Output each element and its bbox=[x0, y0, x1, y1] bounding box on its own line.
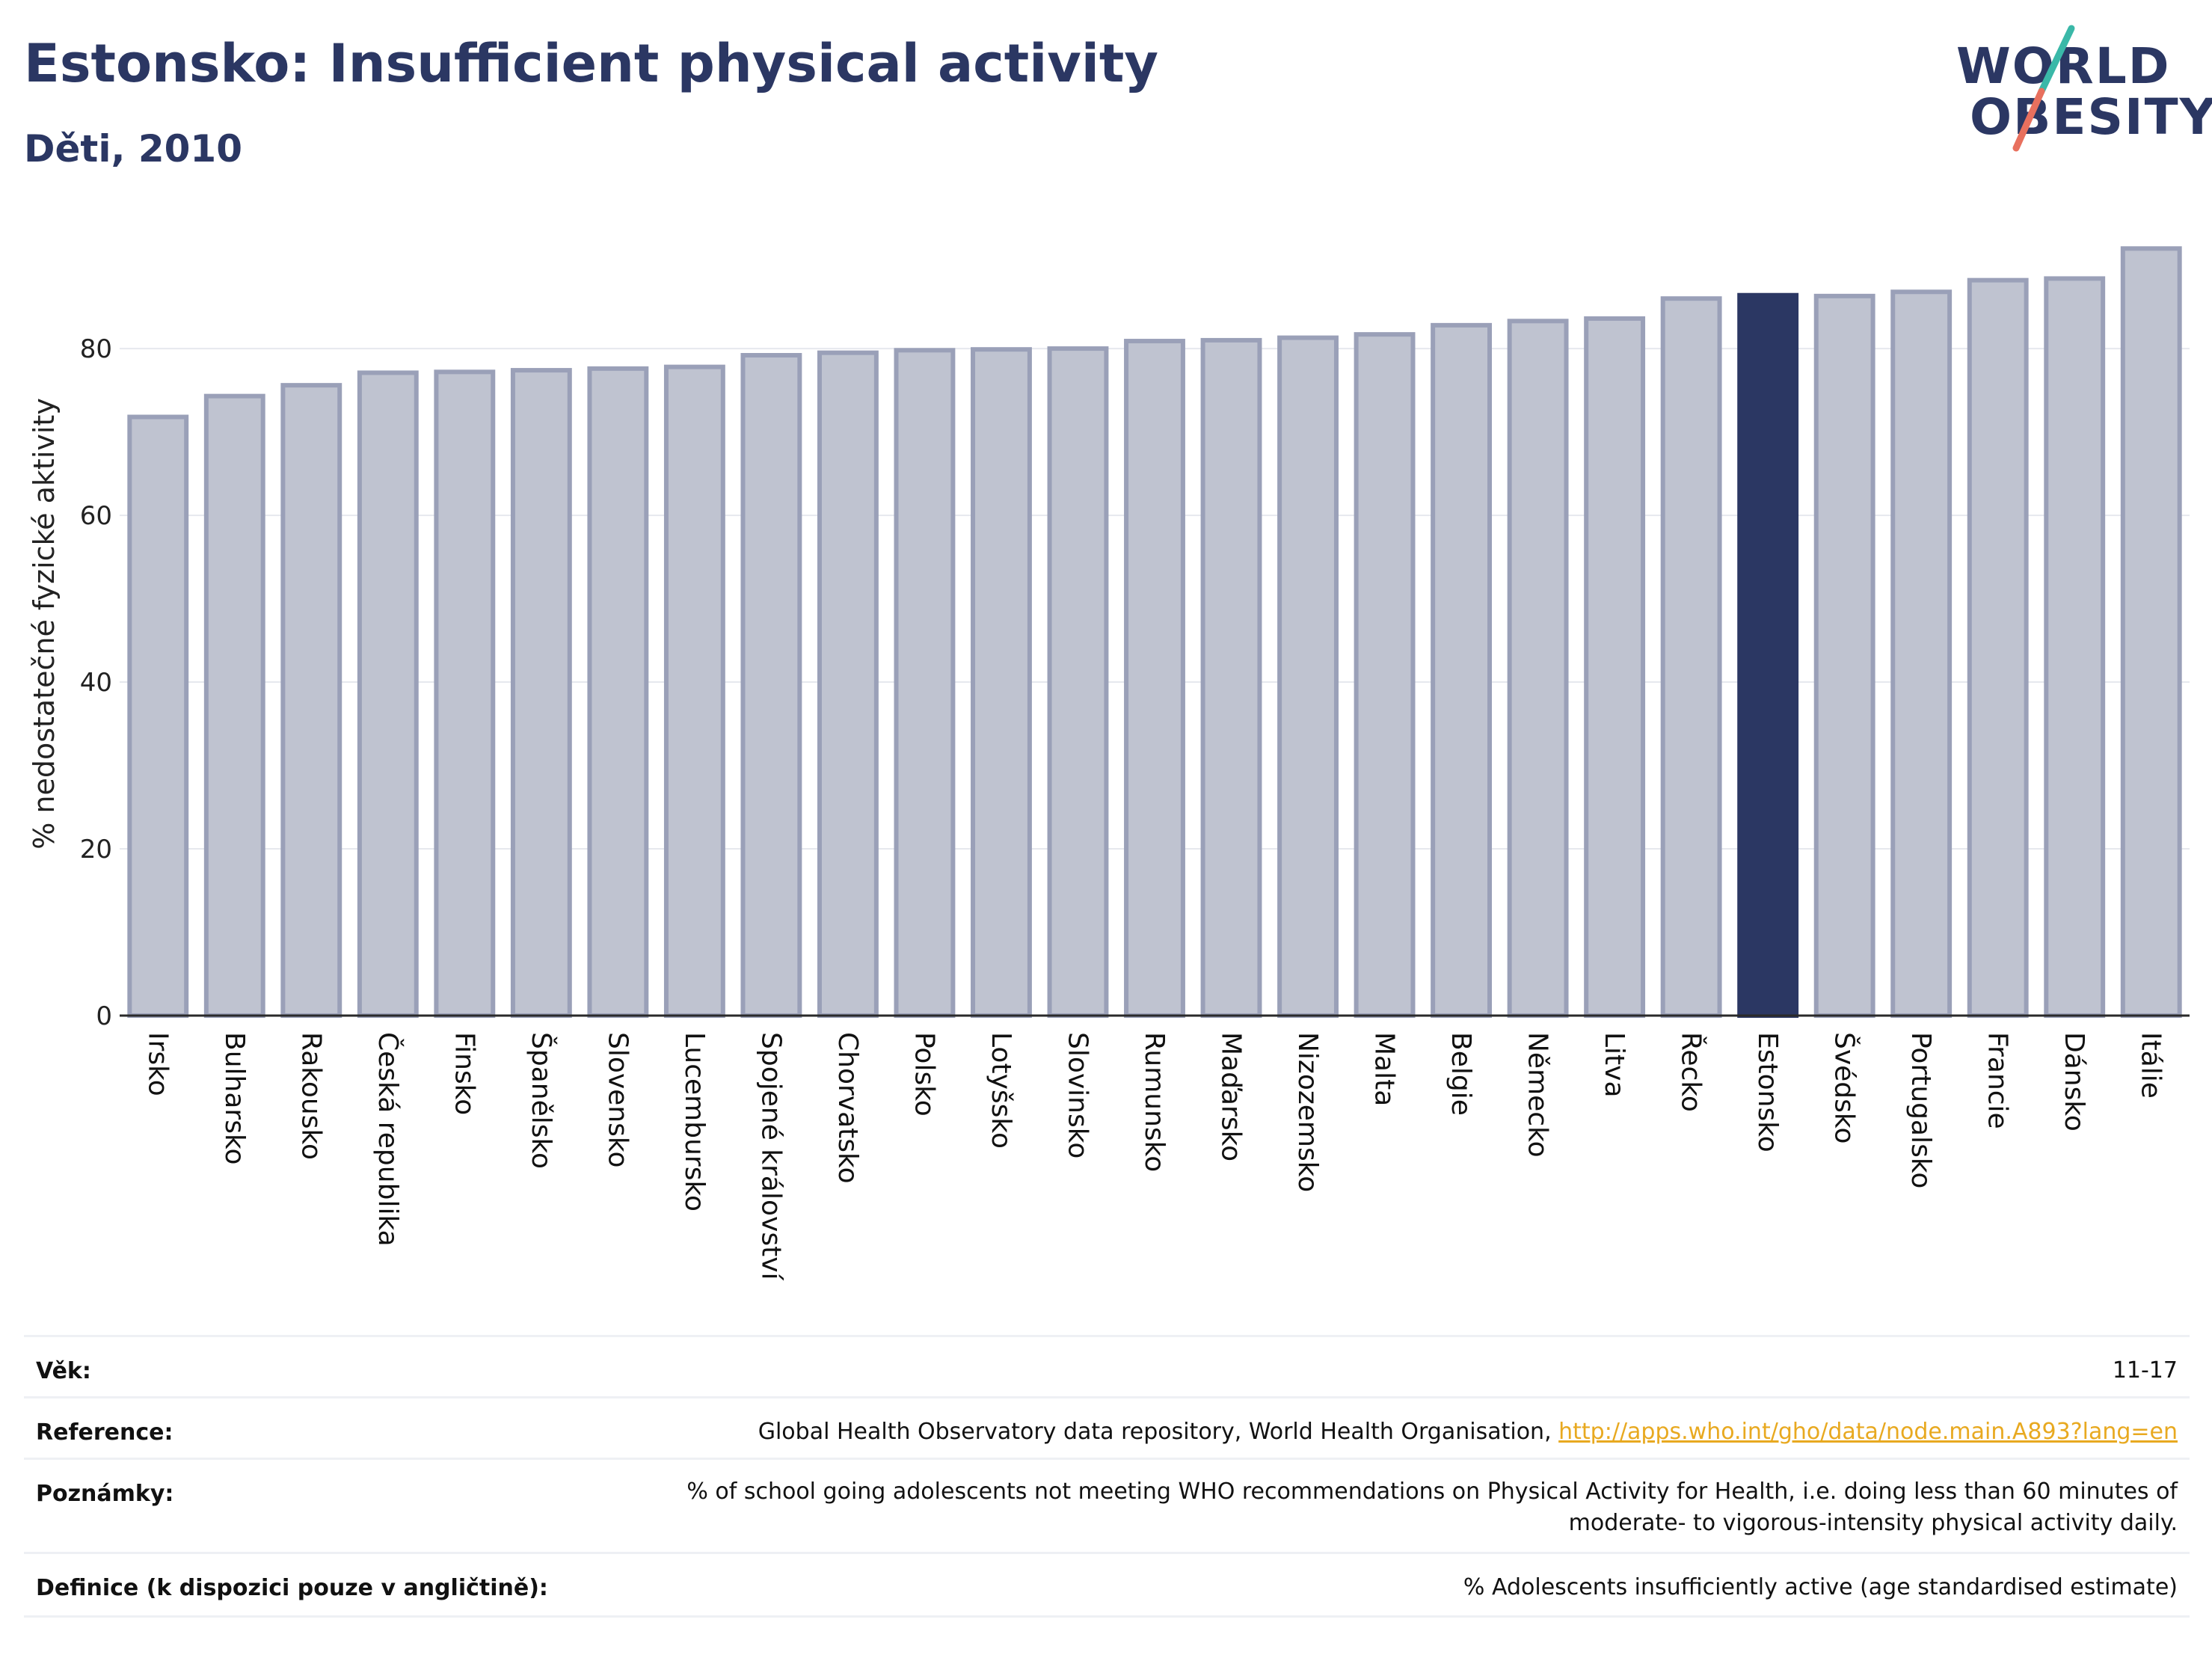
x-tick-label: Rakousko bbox=[295, 1032, 326, 1160]
bar bbox=[434, 369, 496, 1018]
bar bbox=[894, 348, 956, 1018]
y-tick-label: 60 bbox=[80, 501, 112, 531]
reference-text: Global Health Observatory data repositor… bbox=[758, 1419, 1559, 1445]
bar bbox=[587, 366, 649, 1019]
bar bbox=[1277, 335, 1339, 1018]
info-row-definition: Definice (k dispozici pouze v angličtině… bbox=[24, 1552, 2190, 1618]
chart-subtitle: Děti, 2010 bbox=[24, 127, 243, 171]
age-label: Věk: bbox=[36, 1358, 91, 1384]
bar bbox=[1507, 319, 1569, 1018]
bar bbox=[740, 353, 802, 1018]
x-tick-label: Polsko bbox=[909, 1032, 939, 1117]
y-axis-label: % nedostatečné fyzické aktivity bbox=[28, 398, 61, 850]
x-tick-label: Itálie bbox=[2136, 1032, 2166, 1099]
bar bbox=[1124, 339, 1185, 1018]
x-tick-label: Německo bbox=[1523, 1032, 1553, 1158]
bar bbox=[1354, 332, 1416, 1019]
x-tick-label: Dánsko bbox=[2059, 1032, 2089, 1132]
x-tick-label: Portugalsko bbox=[1905, 1032, 1936, 1188]
x-tick-label: Slovensko bbox=[602, 1032, 633, 1168]
age-value: 11-17 bbox=[2112, 1357, 2178, 1384]
x-tick-label: Maďarsko bbox=[1216, 1032, 1247, 1161]
x-tick-label: Slovinsko bbox=[1062, 1032, 1093, 1158]
bar bbox=[1890, 289, 1953, 1018]
x-tick-label: Lucembursko bbox=[679, 1032, 710, 1212]
x-tick-label: Španělsko bbox=[526, 1032, 557, 1169]
x-tick-label: Česká republika bbox=[372, 1032, 404, 1247]
bar bbox=[663, 364, 725, 1018]
bar bbox=[2044, 276, 2106, 1019]
logo-line-2: OBESITY bbox=[1970, 88, 2212, 146]
info-row-reference: Reference: Global Health Observatory dat… bbox=[24, 1396, 2190, 1460]
bar bbox=[1047, 346, 1109, 1019]
bar bbox=[280, 383, 342, 1018]
y-tick-label: 20 bbox=[80, 835, 112, 865]
bar bbox=[2120, 246, 2182, 1019]
x-tick-label: Švédsko bbox=[1829, 1032, 1861, 1144]
x-tick-label: Estonsko bbox=[1752, 1032, 1783, 1152]
x-tick-label: Řecko bbox=[1676, 1032, 1707, 1112]
bar bbox=[817, 350, 879, 1019]
bar bbox=[510, 368, 572, 1018]
notes-value: % of school going adolescents not meetin… bbox=[686, 1476, 2178, 1539]
bar-chart: 0 20 40 60 80 % nedostatečné fyzické aktivity… bbox=[28, 246, 2190, 1281]
bar bbox=[1813, 293, 1875, 1018]
bar-highlighted bbox=[1737, 292, 1799, 1018]
x-tick-label: Lotyšsko bbox=[986, 1032, 1016, 1149]
bar bbox=[1200, 337, 1262, 1018]
bar bbox=[203, 393, 265, 1018]
reference-link[interactable]: http://apps.who.int/gho/data/node.main.A… bbox=[1558, 1419, 2178, 1445]
bar bbox=[1660, 296, 1722, 1019]
y-tick-label: 0 bbox=[96, 1001, 112, 1031]
bar bbox=[127, 414, 189, 1018]
x-tick-label: Belgie bbox=[1446, 1032, 1476, 1116]
chart-title: Estonsko: Insufficient physical activity bbox=[24, 33, 1158, 94]
x-tick-label: Rumunsko bbox=[1139, 1032, 1170, 1172]
y-tick-label: 80 bbox=[80, 334, 112, 364]
x-tick-label: Irsko bbox=[142, 1032, 173, 1096]
x-tick-label: Spojené království bbox=[755, 1032, 786, 1281]
bar bbox=[1584, 316, 1646, 1019]
x-tick-label: Bulharsko bbox=[219, 1032, 250, 1165]
bar bbox=[1967, 277, 2029, 1018]
notes-line-2: moderate- to vigorous-intensity physical… bbox=[1568, 1510, 2178, 1536]
y-tick-label: 40 bbox=[80, 668, 112, 698]
definition-label: Definice (k dispozici pouze v angličtině… bbox=[36, 1575, 548, 1601]
notes-line-1: % of school going adolescents not meetin… bbox=[686, 1479, 2178, 1505]
info-row-age: Věk: 11-17 bbox=[24, 1335, 2190, 1398]
bar bbox=[357, 370, 419, 1019]
bar bbox=[971, 347, 1032, 1018]
logo-slash-icon bbox=[2012, 25, 2075, 152]
reference-label: Reference: bbox=[36, 1419, 173, 1446]
notes-label: Poznámky: bbox=[36, 1481, 174, 1507]
x-tick-label: Malta bbox=[1369, 1032, 1400, 1106]
info-row-notes: Poznámky: % of school going adolescents … bbox=[24, 1458, 2190, 1554]
x-tick-label: Nizozemsko bbox=[1292, 1032, 1323, 1192]
x-tick-label: Francie bbox=[1982, 1032, 2013, 1129]
x-tick-label: Chorvatsko bbox=[832, 1032, 863, 1184]
reference-value: Global Health Observatory data repositor… bbox=[758, 1416, 2178, 1448]
bar bbox=[1431, 322, 1493, 1018]
world-obesity-logo: WORLD OBESITY bbox=[1944, 22, 2212, 157]
definition-value: % Adolescents insufficiently active (age… bbox=[1463, 1574, 2178, 1600]
x-tick-label: Litva bbox=[1599, 1032, 1629, 1098]
x-tick-label: Finsko bbox=[449, 1032, 479, 1115]
